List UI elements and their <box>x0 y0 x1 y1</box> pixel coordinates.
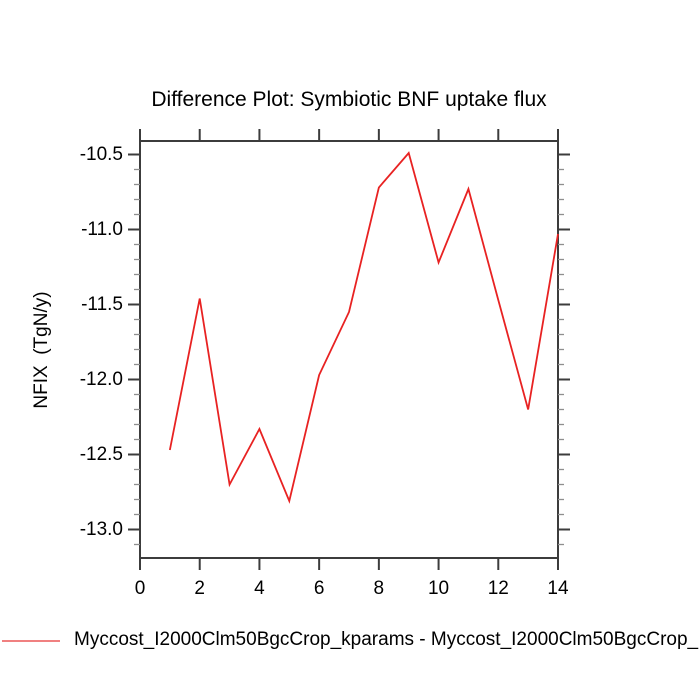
legend-label: Myccost_I2000Clm50BgcCrop_kparams - Mycc… <box>74 629 699 650</box>
plot-frame <box>139 140 559 559</box>
x-tick-label: 10 <box>427 578 450 599</box>
x-tick-label: 14 <box>547 578 569 599</box>
y-tick-label: -13.0 <box>79 518 123 540</box>
data-line <box>168 151 559 504</box>
x-tick-label: 6 <box>313 578 325 599</box>
chart-title: Difference Plot: Symbiotic BNF uptake fl… <box>151 88 547 111</box>
y-tick-label: -12.0 <box>79 368 123 390</box>
x-tick-label: 0 <box>134 578 146 599</box>
axis-ticks <box>128 129 570 570</box>
x-tick-label: 4 <box>254 578 265 599</box>
x-tick-label: 12 <box>487 578 509 599</box>
x-tick-label: 8 <box>373 578 385 599</box>
x-tick-label: 2 <box>194 578 205 599</box>
y-tick-label: -11.0 <box>81 218 123 240</box>
legend-line-swatch <box>2 640 60 642</box>
y-tick-label: -10.5 <box>79 143 123 165</box>
y-tick-label: -12.5 <box>79 443 123 465</box>
y-tick-label: -11.5 <box>81 293 123 315</box>
legend: Myccost_I2000Clm50BgcCrop_kparams - Mycc… <box>0 622 700 658</box>
